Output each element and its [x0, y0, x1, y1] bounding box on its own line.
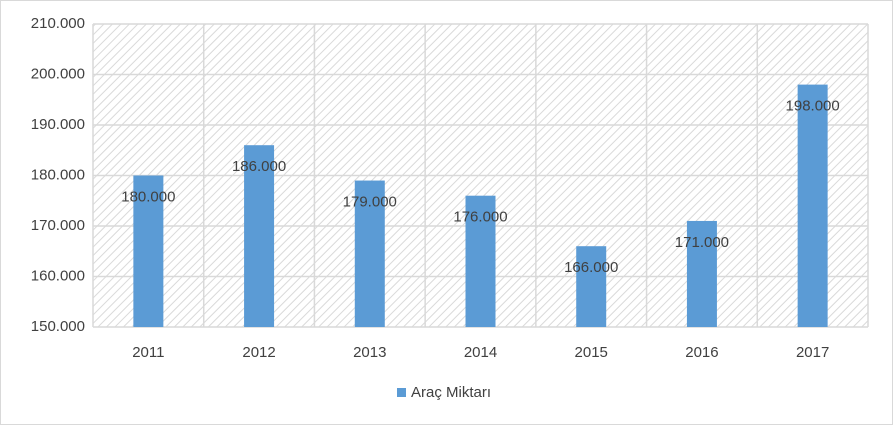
x-tick-label: 2014	[464, 344, 497, 361]
y-tick-label: 170.000	[31, 217, 85, 234]
bar	[686, 220, 717, 327]
legend-swatch	[397, 388, 406, 397]
legend-label: Araç Miktarı	[411, 384, 491, 401]
data-label: 179.000	[343, 194, 397, 211]
data-label: 166.000	[564, 259, 618, 276]
bar	[797, 84, 828, 327]
y-tick-label: 210.000	[31, 15, 85, 32]
x-tick-label: 2016	[685, 344, 718, 361]
data-label: 186.000	[232, 158, 286, 175]
x-tick-label: 2015	[575, 344, 608, 361]
x-tick-label: 2012	[242, 344, 275, 361]
y-tick-label: 150.000	[31, 318, 85, 335]
data-label: 176.000	[453, 209, 507, 226]
bar	[244, 145, 275, 327]
x-tick-label: 2011	[132, 344, 164, 361]
data-label: 198.000	[786, 98, 840, 115]
y-tick-label: 180.000	[31, 166, 85, 183]
y-tick-label: 160.000	[31, 267, 85, 284]
x-tick-label: 2017	[796, 344, 829, 361]
y-tick-label: 190.000	[31, 116, 85, 133]
data-label: 180.000	[121, 188, 175, 205]
data-label: 171.000	[675, 234, 729, 251]
bar	[576, 246, 607, 327]
y-tick-label: 200.000	[31, 65, 85, 82]
bar	[354, 180, 385, 327]
x-tick-label: 2013	[353, 344, 386, 361]
bar	[465, 195, 496, 327]
bar	[133, 175, 164, 327]
